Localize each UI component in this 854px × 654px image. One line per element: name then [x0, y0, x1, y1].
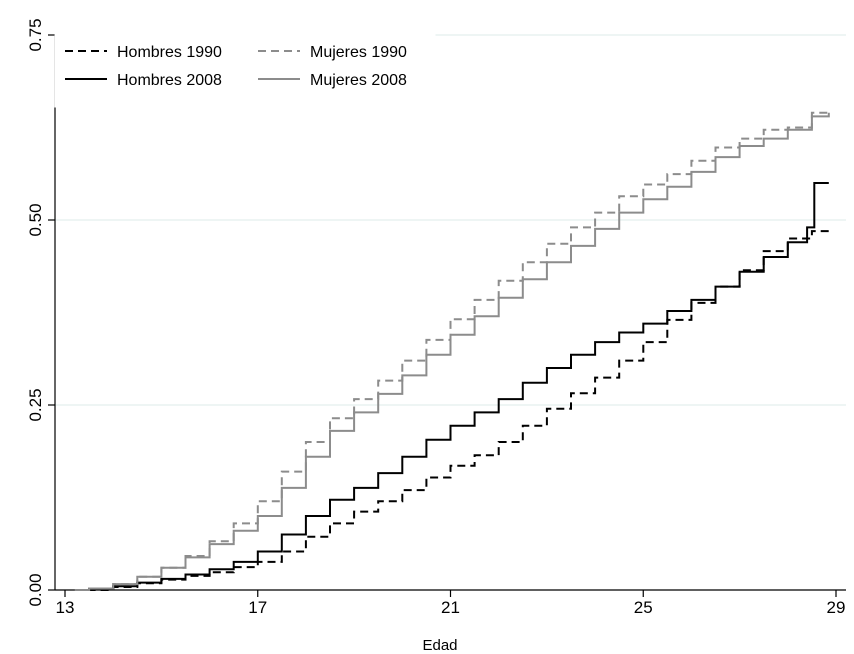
x-tick-label: 29: [827, 598, 846, 617]
y-tick-label: 0.00: [26, 573, 45, 606]
series-line-hombres-2008: [74, 182, 829, 591]
tick-marks: 0.00 0.25 0.50 0.75 13 17 21 25 29: [26, 18, 845, 617]
y-tick-label: 0.50: [26, 203, 45, 236]
axes: [54, 35, 846, 591]
series-line-mujeres-2008: [74, 112, 830, 591]
x-axis-title: Edad: [422, 637, 457, 654]
series-line-mujeres-1990: [74, 111, 829, 591]
series-line-hombres-1990: [74, 230, 829, 591]
legend-label-hombres-1990: Hombres 1990: [117, 44, 222, 61]
x-tick-label: 25: [634, 598, 653, 617]
x-tick-label: 21: [441, 598, 460, 617]
series-lines: [74, 111, 830, 591]
legend-label-mujeres-2008: Mujeres 2008: [310, 72, 407, 89]
y-tick-label: 0.75: [26, 18, 45, 51]
x-tick-label: 17: [248, 598, 267, 617]
legend-label-hombres-2008: Hombres 2008: [117, 72, 222, 89]
x-tick-label: 13: [56, 598, 75, 617]
legend-box: [54, 34, 436, 108]
y-tick-label: 0.25: [26, 388, 45, 421]
legend-label-mujeres-1990: Mujeres 1990: [310, 44, 407, 61]
legend: Hombres 1990 Mujeres 1990 Hombres 2008 Muje…: [54, 34, 436, 108]
